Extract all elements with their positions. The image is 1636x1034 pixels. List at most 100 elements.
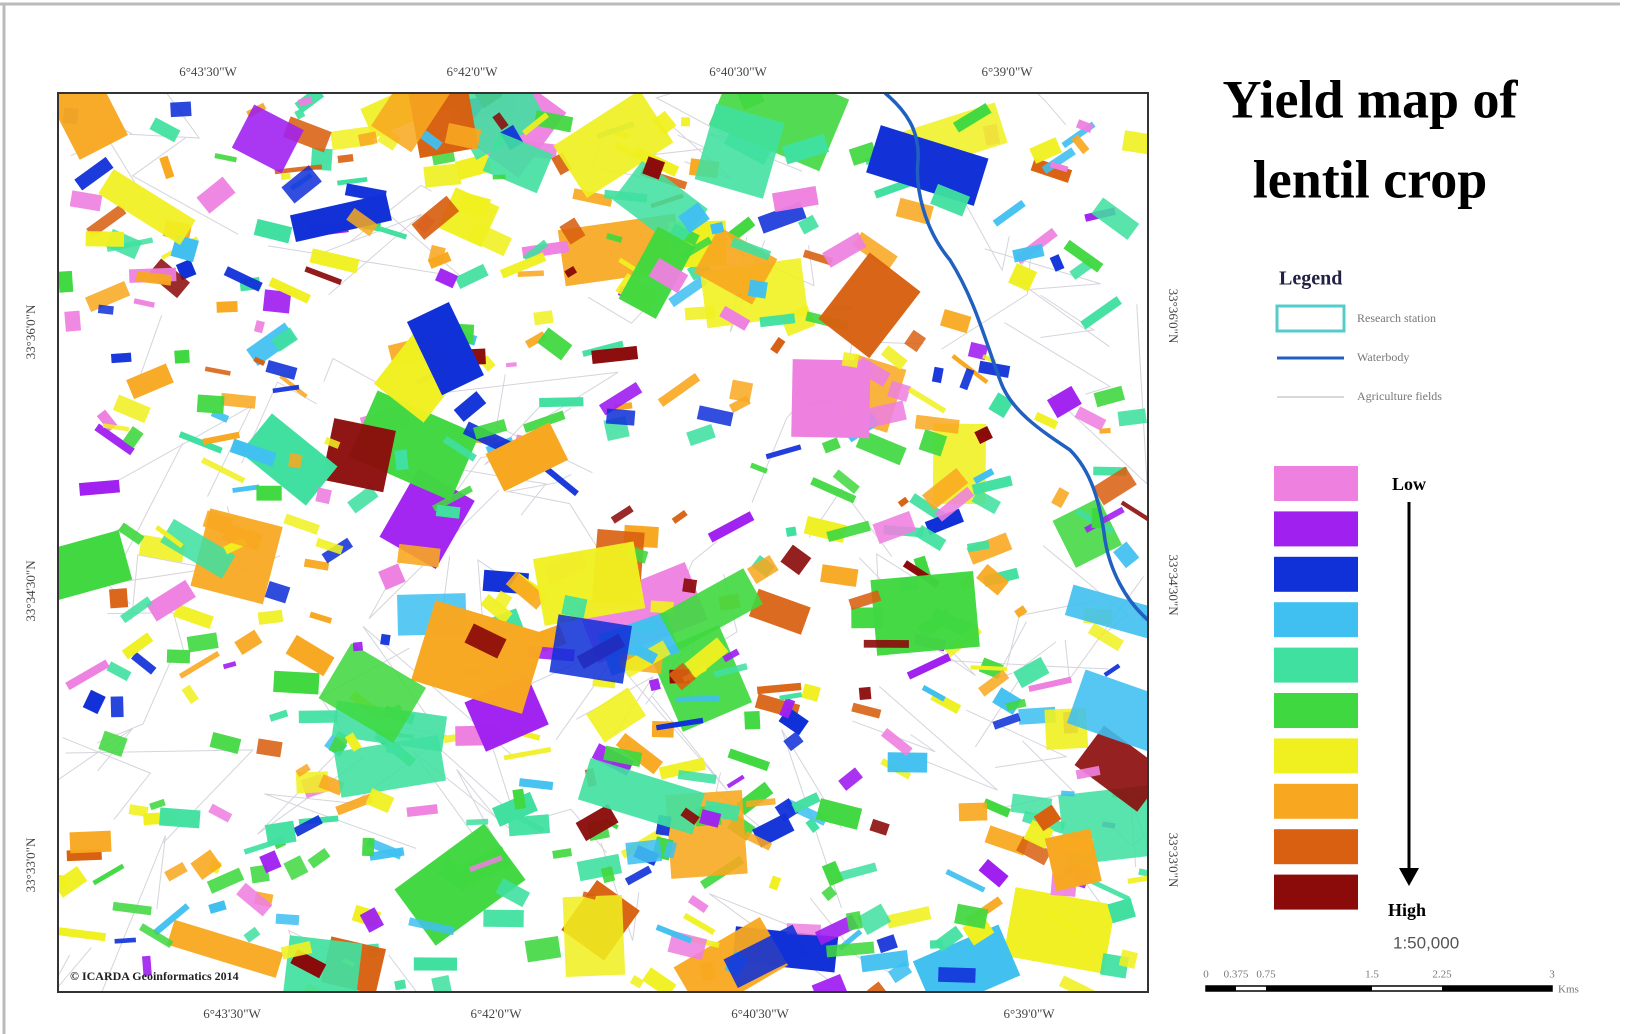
field-patch [159, 807, 201, 829]
field-patch [553, 93, 674, 199]
field-patch [69, 190, 103, 212]
field-patch [857, 903, 892, 936]
coord-label: 33°34'30"N [23, 560, 38, 622]
field-patch [444, 123, 482, 150]
field-patch [727, 748, 770, 772]
field-patch [811, 973, 848, 992]
field-patch [612, 159, 708, 249]
field-patch [1120, 500, 1148, 530]
field-patch [287, 453, 303, 469]
field-patch [178, 651, 220, 679]
field-patch [532, 541, 646, 626]
field-patch [707, 511, 755, 543]
field-patch [820, 564, 859, 587]
field-patch [347, 485, 379, 514]
field-patch [106, 661, 132, 682]
field-patch [1080, 296, 1122, 330]
field-patch [114, 937, 137, 944]
field-patch [523, 410, 566, 433]
field-patch [491, 791, 538, 827]
field-patch [1005, 698, 1027, 711]
field-patch [110, 696, 124, 718]
field-patch [805, 817, 820, 833]
field-patch [280, 941, 313, 960]
field-patch [318, 774, 345, 796]
field-patch [1058, 975, 1095, 992]
scale-tick-label: 0.75 [1256, 969, 1276, 981]
color-ramp [1274, 466, 1358, 910]
field-patch [914, 414, 960, 434]
field-patch [822, 232, 867, 268]
field-boundary [1036, 93, 1067, 126]
field-patch [696, 405, 734, 427]
field-patch [454, 153, 492, 181]
field-patch [234, 629, 263, 656]
field-patch [783, 731, 804, 752]
field-patch [1033, 804, 1062, 832]
field-patch [730, 237, 772, 261]
field-patch [209, 732, 242, 754]
field-patch [1041, 147, 1076, 174]
field-patch [610, 505, 634, 524]
field-patch [361, 837, 375, 857]
field-patch [872, 511, 917, 545]
field-patch [357, 131, 378, 147]
ramp-swatch [1274, 647, 1358, 683]
field-patch [397, 543, 441, 568]
field-patch [468, 855, 503, 873]
field-patch [976, 564, 1009, 596]
field-patch [648, 678, 661, 692]
field-patch [966, 540, 990, 553]
legend-label: Agriculture fields [1357, 389, 1442, 403]
field-patch [886, 906, 932, 929]
field-patch [1138, 868, 1148, 877]
field-patch [133, 298, 155, 308]
field-patch [682, 578, 698, 594]
field-patch [625, 839, 663, 865]
field-patch [655, 717, 704, 731]
field-patch [337, 153, 354, 164]
field-patch [208, 803, 233, 823]
field-patch [876, 934, 898, 954]
field-patch [841, 351, 860, 368]
field-patch [464, 623, 507, 659]
field-patch [826, 520, 871, 543]
field-patch [522, 112, 549, 136]
field-patch [683, 912, 716, 936]
field-patch [335, 793, 373, 816]
field-patch [966, 532, 1013, 565]
field-boundary [448, 467, 547, 516]
field-patch [206, 867, 245, 894]
field-patch [122, 426, 144, 449]
field-patch [146, 579, 196, 622]
field-patch [348, 390, 480, 501]
field-patch [492, 174, 506, 180]
field-patch [385, 745, 406, 757]
field-patch [605, 408, 636, 426]
field-patch [435, 504, 461, 519]
field-patch [82, 689, 106, 715]
field-patch [321, 418, 396, 493]
field-patch [324, 436, 341, 449]
field-patch [307, 847, 331, 869]
field-patch [598, 382, 643, 416]
field-patch [971, 475, 1013, 495]
field-patch [791, 792, 821, 814]
field-patch [785, 526, 797, 537]
field-patch [632, 643, 659, 665]
field-patch [676, 695, 720, 703]
field-patch [686, 423, 716, 447]
field-patch [624, 865, 653, 886]
field-patch [271, 327, 299, 352]
field-patch [297, 96, 313, 107]
field-patch [152, 903, 190, 936]
field-patch [269, 709, 289, 722]
field-patch [406, 301, 484, 396]
field-patch [722, 648, 740, 663]
field-patch [768, 875, 782, 891]
field-patch [668, 275, 708, 308]
field-patch [860, 950, 910, 973]
field-patch [863, 639, 909, 648]
